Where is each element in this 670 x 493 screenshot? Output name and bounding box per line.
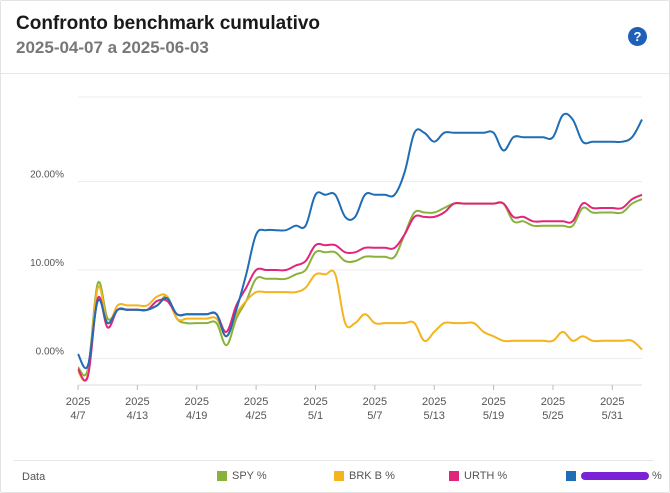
x-tick-date: 5/7 [367, 410, 382, 422]
legend-item-brk-b[interactable]: BRK B % [334, 470, 395, 482]
legend-swatch-spy [217, 471, 227, 481]
y-axis-ticks: 0.00% 10.00% 20.00% [30, 169, 64, 357]
x-tick-year: 2025 [541, 396, 565, 408]
y-tick-label: 20.00% [30, 169, 64, 180]
x-tick-year: 2025 [600, 396, 624, 408]
series-line-spy[interactable] [77, 198, 643, 377]
x-tick-year: 2025 [184, 396, 208, 408]
legend-label-redacted: % [652, 470, 662, 482]
chart-title: Confronto benchmark cumulativo [16, 13, 321, 34]
grid-lines [78, 96, 642, 386]
x-tick-year: 2025 [422, 396, 446, 408]
help-icon[interactable]: ? [628, 27, 647, 46]
legend-title: Data [22, 471, 46, 483]
y-tick-label: 0.00% [36, 346, 64, 357]
x-tick-date: 5/13 [423, 410, 444, 422]
x-tick-date: 5/1 [308, 410, 323, 422]
x-tick-date: 5/31 [602, 410, 623, 422]
legend-label-urth: URTH % [464, 470, 508, 482]
chart-legend: Data SPY % BRK B % URTH % % [14, 460, 662, 491]
x-tick-year: 2025 [303, 396, 327, 408]
x-tick-date: 5/19 [483, 410, 504, 422]
legend-label-spy: SPY % [232, 470, 267, 482]
legend-swatch-redacted [566, 471, 576, 481]
redaction-mark [581, 472, 649, 480]
chart-date-range: 2025-04-07 a 2025-06-03 [16, 38, 209, 57]
legend-swatch-brk-b [334, 471, 344, 481]
series-line-urth[interactable] [77, 193, 643, 382]
legend-item-spy[interactable]: SPY % [217, 470, 267, 482]
x-tick-year: 2025 [125, 396, 149, 408]
x-tick-date: 5/25 [542, 410, 563, 422]
line-chart: 0.00% 10.00% 20.00% 2025 4/7 2025 4/13 2025 4/1… [30, 96, 643, 422]
x-axis-ticks: 2025 4/7 2025 4/13 2025 4/19 2025 4/25 2025 5/1 20… [66, 385, 625, 422]
x-tick-year: 2025 [481, 396, 505, 408]
x-tick-date: 4/13 [127, 410, 148, 422]
chart-header: Confronto benchmark cumulativo 2025-04-0… [1, 1, 669, 74]
legend-label-brk-b: BRK B % [349, 470, 395, 482]
legend-swatch-urth [449, 471, 459, 481]
legend-item-redacted[interactable]: % [566, 470, 662, 482]
series-lines [77, 112, 643, 382]
x-tick-year: 2025 [244, 396, 268, 408]
series-line-redacted[interactable] [77, 112, 643, 370]
x-tick-date: 4/19 [186, 410, 207, 422]
x-tick-date: 4/7 [70, 410, 85, 422]
x-tick-year: 2025 [66, 396, 90, 408]
x-tick-year: 2025 [363, 396, 387, 408]
y-tick-label: 10.00% [30, 258, 64, 269]
x-tick-date: 4/25 [245, 410, 266, 422]
legend-item-urth[interactable]: URTH % [449, 470, 507, 482]
series-line-brk-b[interactable] [77, 269, 643, 382]
